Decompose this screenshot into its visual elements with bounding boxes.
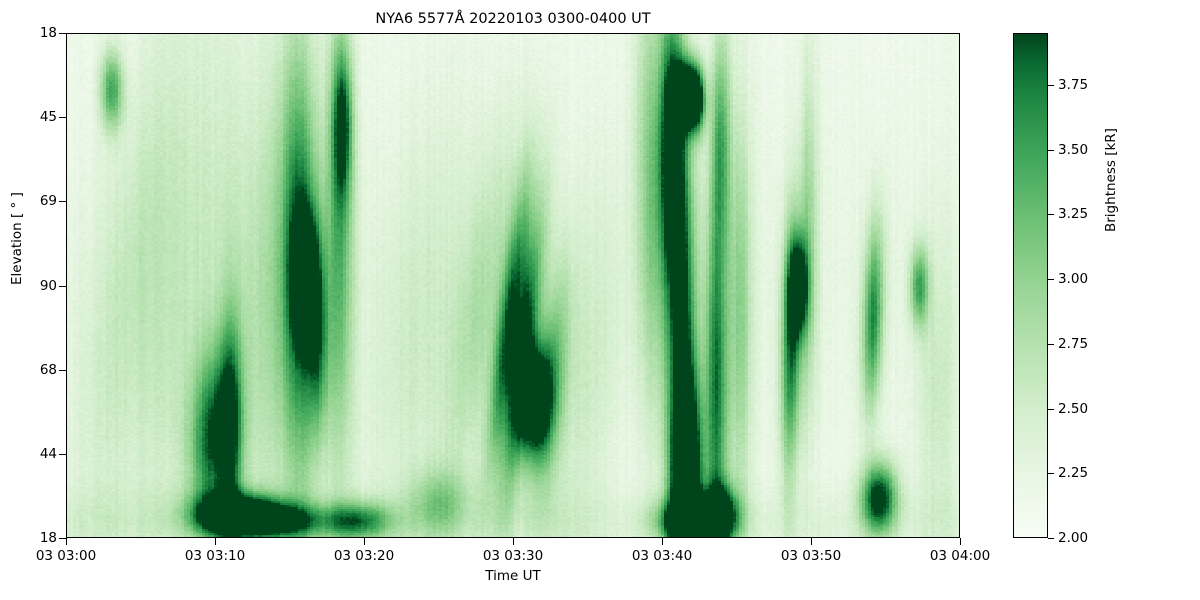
- y-tick-mark: [59, 369, 66, 371]
- y-tick-mark: [59, 538, 66, 539]
- x-tick-label: 03 03:40: [631, 548, 693, 564]
- y-axis-label: Elevation [ ° ]: [9, 192, 25, 285]
- y-tick-label: 90: [39, 277, 57, 294]
- y-tick-label: 68: [39, 361, 57, 378]
- colorbar-tick-label: 2.75: [1058, 335, 1089, 352]
- x-tick-mark: [215, 538, 216, 545]
- colorbar-tick-label: 2.50: [1058, 400, 1089, 417]
- x-tick-label: 03 03:10: [184, 548, 246, 564]
- y-tick-mark: [59, 33, 66, 34]
- y-tick-label: 18: [39, 530, 57, 546]
- colorbar-tick-label: 3.25: [1058, 206, 1089, 223]
- x-tick-label: 03 03:20: [333, 548, 395, 564]
- colorbar-tick-label: 3.75: [1058, 76, 1089, 93]
- colorbar-tick-mark: [1048, 279, 1054, 281]
- page-title: NYA6 5577Å 20220103 0300-0400 UT: [375, 11, 651, 27]
- colorbar-gradient: [1014, 34, 1047, 537]
- x-tick-mark: [960, 538, 961, 545]
- colorbar-tick-mark: [1048, 214, 1054, 216]
- x-tick-mark: [662, 538, 663, 545]
- y-tick-mark: [59, 117, 66, 119]
- y-tick-mark: [59, 201, 66, 203]
- colorbar-tick-label: 2.00: [1058, 530, 1089, 546]
- y-tick-mark: [59, 453, 66, 455]
- x-tick-mark: [364, 538, 365, 545]
- x-tick-label: 03 03:00: [35, 548, 97, 564]
- keogram-image: [67, 34, 959, 537]
- y-tick-label: 45: [39, 109, 57, 126]
- x-tick-mark: [513, 538, 514, 545]
- colorbar: [1013, 33, 1048, 538]
- y-tick-label: 69: [39, 193, 57, 210]
- colorbar-tick-mark: [1048, 343, 1054, 345]
- colorbar-tick-mark: [1048, 538, 1054, 539]
- y-tick-mark: [59, 285, 66, 287]
- keogram-plot-area: [66, 33, 960, 538]
- x-tick-label: 03 04:00: [929, 548, 991, 564]
- y-tick-label: 18: [39, 25, 57, 41]
- x-tick-label: 03 03:50: [780, 548, 842, 564]
- y-tick-label: 44: [39, 445, 57, 462]
- x-tick-mark: [66, 538, 67, 545]
- colorbar-tick-mark: [1048, 149, 1054, 151]
- colorbar-tick-label: 2.25: [1058, 465, 1089, 482]
- colorbar-tick-label: 3.00: [1058, 271, 1089, 288]
- colorbar-label: Brightness [kR]: [1103, 128, 1119, 232]
- x-tick-mark: [811, 538, 812, 545]
- colorbar-tick-mark: [1048, 408, 1054, 410]
- colorbar-tick-label: 3.50: [1058, 141, 1089, 158]
- colorbar-tick-mark: [1048, 84, 1054, 86]
- colorbar-tick-mark: [1048, 473, 1054, 475]
- x-axis-label: Time UT: [485, 568, 541, 584]
- x-tick-label: 03 03:30: [482, 548, 544, 564]
